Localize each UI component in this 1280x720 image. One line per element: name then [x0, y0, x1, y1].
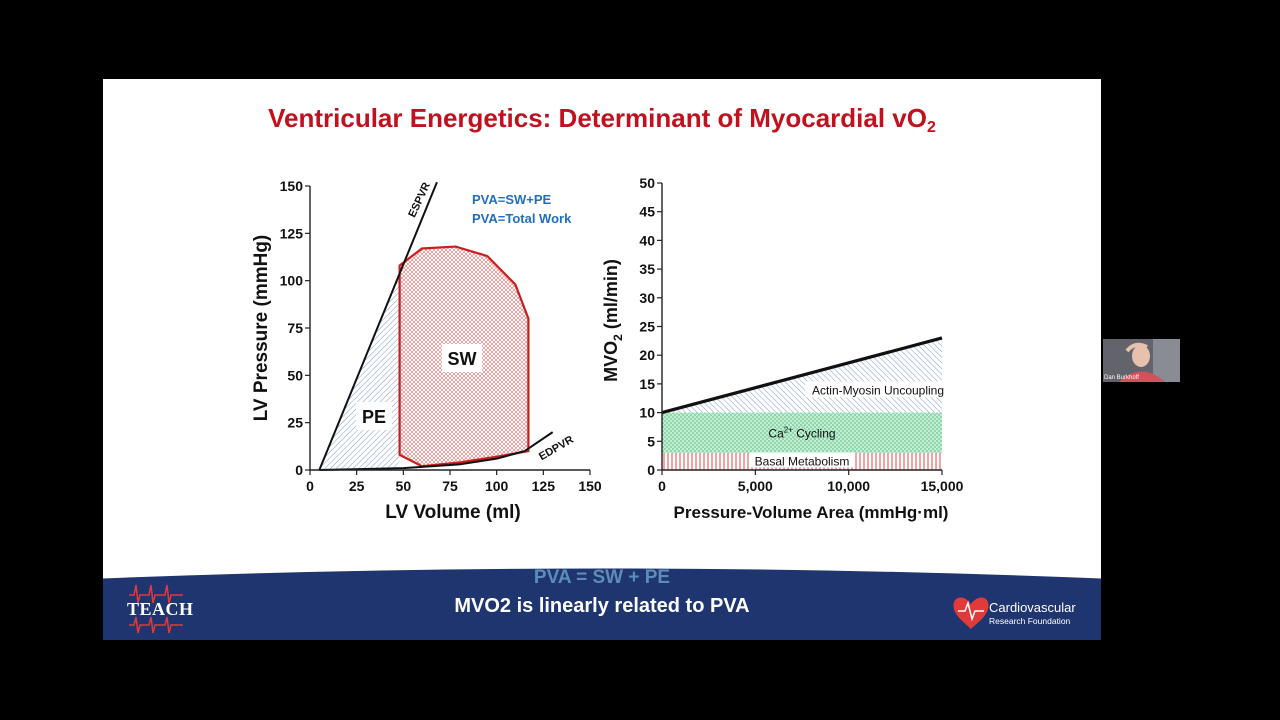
- footer-band: [103, 565, 1101, 640]
- y-axis-title: LV Pressure (mmHg): [251, 235, 272, 422]
- y-tick-label: 0: [295, 462, 303, 478]
- x-tick-label: 0: [658, 478, 666, 494]
- y-tick-label: 150: [280, 178, 304, 194]
- y-tick-label: 10: [639, 405, 655, 421]
- slide-title: Ventricular Energetics: Determinant of M…: [268, 103, 936, 136]
- sw-label: SW: [448, 349, 477, 369]
- y-tick-label: 45: [639, 204, 655, 220]
- y-tick-label: 0: [647, 462, 655, 478]
- footer-statement: MVO2 is linearly related to PVA: [454, 595, 750, 617]
- x-tick-label: 15,000: [921, 478, 964, 494]
- basal-label-box: [750, 452, 854, 468]
- pe-label: PE: [362, 407, 386, 427]
- x-tick-label: 0: [306, 478, 314, 494]
- y-tick-label: 5: [647, 433, 655, 449]
- actin-myosin-label: Actin-Myosin Uncoupling: [812, 383, 944, 397]
- x-tick-label: 25: [349, 478, 365, 494]
- y-tick-label: 50: [639, 175, 655, 191]
- y-tick-label: 15: [639, 376, 655, 392]
- webcam-thumbnail[interactable]: Dan Burkhoff: [1103, 339, 1180, 382]
- ca-cycling-band: [662, 412, 942, 453]
- y-tick-label: 20: [639, 347, 655, 363]
- teach-heart-icon: [129, 584, 183, 634]
- x-axis-title: LV Volume (ml): [385, 502, 520, 523]
- y-tick-label: 25: [287, 415, 303, 431]
- y-tick-label: 100: [280, 273, 304, 289]
- y-axis-title: MVO2 (ml/min): [601, 259, 625, 382]
- crf-logo-name: Cardiovascular: [989, 600, 1076, 615]
- crf-logo-sub: Research Foundation: [989, 616, 1071, 626]
- x-tick-label: 125: [532, 478, 556, 494]
- teach-logo-text: TEACH: [127, 599, 194, 619]
- x-tick-label: 150: [578, 478, 602, 494]
- y-tick-label: 125: [280, 225, 304, 241]
- edpvr-line: [319, 431, 554, 471]
- y-tick-label: 75: [287, 320, 303, 336]
- webcam-name-label: Dan Burkhoff: [1104, 375, 1139, 381]
- person-icon: [1103, 339, 1180, 382]
- y-tick-label: 35: [639, 261, 655, 277]
- annotation-pva-sum: PVA=SW+PE: [472, 192, 552, 207]
- slide: Ventricular Energetics: Determinant of M…: [103, 79, 1101, 640]
- annotation-pva-total: PVA=Total Work: [472, 211, 572, 226]
- actin-label-box: [805, 381, 951, 398]
- crf-heart-icon: [953, 597, 989, 629]
- x-tick-label: 50: [396, 478, 412, 494]
- x-tick-label: 100: [485, 478, 509, 494]
- x-axis-title: Pressure-Volume Area (mmHg·ml): [674, 503, 949, 522]
- ca-cycling-label: Ca2+ Cycling: [768, 426, 835, 441]
- pe-label-box: [356, 402, 392, 430]
- x-tick-label: 10,000: [827, 478, 870, 494]
- footer-equation: PVA = SW + PE: [533, 567, 671, 588]
- mvo2-pva-chart: Basal Metabolism Ca2+ Cycling Actin-Myosin…: [601, 175, 964, 522]
- y-tick-label: 50: [287, 367, 303, 383]
- mvo2-pva-line: [661, 336, 943, 415]
- x-tick-label: 5,000: [738, 478, 773, 494]
- x-tick-label: 75: [442, 478, 458, 494]
- sw-label-box: [442, 344, 482, 372]
- y-tick-label: 25: [639, 319, 655, 335]
- espvr-line: [318, 181, 438, 471]
- y-tick-label: 30: [639, 290, 655, 306]
- y-tick-label: 40: [639, 232, 655, 248]
- basal-metabolism-label: Basal Metabolism: [755, 454, 850, 468]
